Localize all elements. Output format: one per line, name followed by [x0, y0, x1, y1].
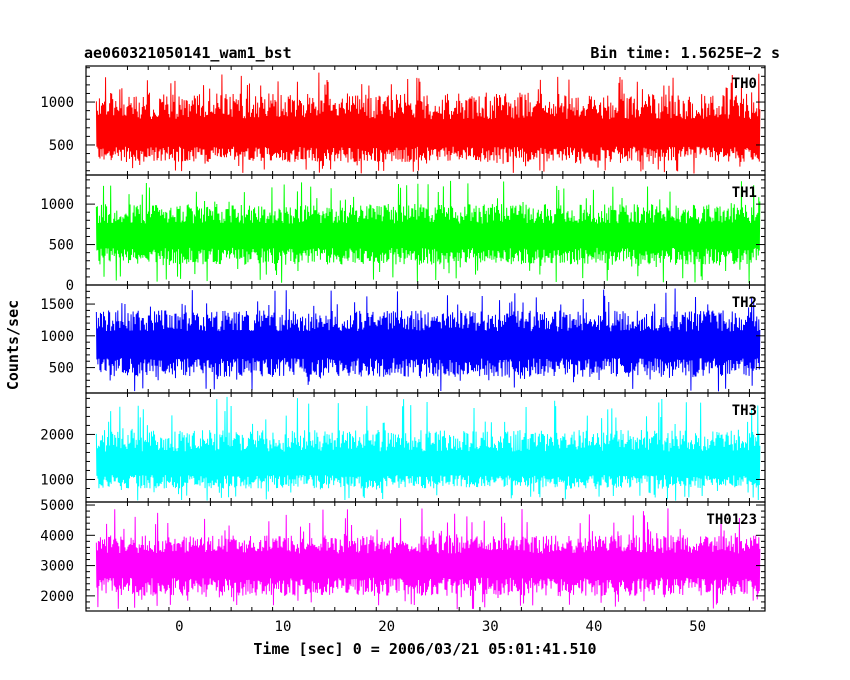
x-tick-label: 30 [482, 619, 499, 635]
series-line-th0 [95, 72, 761, 174]
x-tick-label: 40 [586, 619, 603, 635]
chart-title: ae060321050141_wam1_bst [84, 44, 292, 62]
y-axis-label: Counts/sec [4, 300, 22, 390]
y-tick-label: 1500 [40, 297, 74, 313]
bin-time-label: Bin time: 1.5625E−2 s [590, 44, 780, 62]
y-tick-label: 1000 [40, 197, 74, 213]
y-tick-label: 5000 [40, 498, 74, 514]
panel-label-th1: TH1 [732, 185, 757, 201]
y-tick-label: 4000 [40, 528, 74, 544]
panel-label-th0123: TH0123 [706, 512, 757, 528]
y-tick-label: 500 [49, 238, 74, 254]
y-tick-label: 3000 [40, 559, 74, 575]
y-tick-label: 1000 [40, 329, 74, 345]
series-line-th1 [95, 180, 761, 283]
x-axis-label: Time [sec] 0 = 2006/03/21 05:01:41.510 [253, 640, 596, 658]
y-tick-label: 2000 [40, 427, 74, 443]
x-tick-label: 0 [175, 619, 183, 635]
x-tick-label: 10 [275, 619, 292, 635]
series-line-th2 [95, 288, 761, 392]
x-tick-label: 50 [689, 619, 706, 635]
panel-frame-th0123 [85, 501, 766, 612]
panel-label-th2: TH2 [732, 295, 757, 311]
panel-label-th0: TH0 [732, 76, 757, 92]
y-tick-label: 2000 [40, 589, 74, 605]
y-tick-label: 500 [49, 138, 74, 154]
y-tick-label: 500 [49, 361, 74, 377]
series-line-th3 [95, 396, 761, 501]
series-line-th0123 [95, 508, 761, 610]
panel-label-th3: TH3 [732, 403, 757, 419]
x-tick-label: 20 [378, 619, 395, 635]
y-tick-label: 1000 [40, 95, 74, 111]
y-tick-label: 1000 [40, 472, 74, 488]
y-tick-label: 0 [66, 278, 74, 294]
